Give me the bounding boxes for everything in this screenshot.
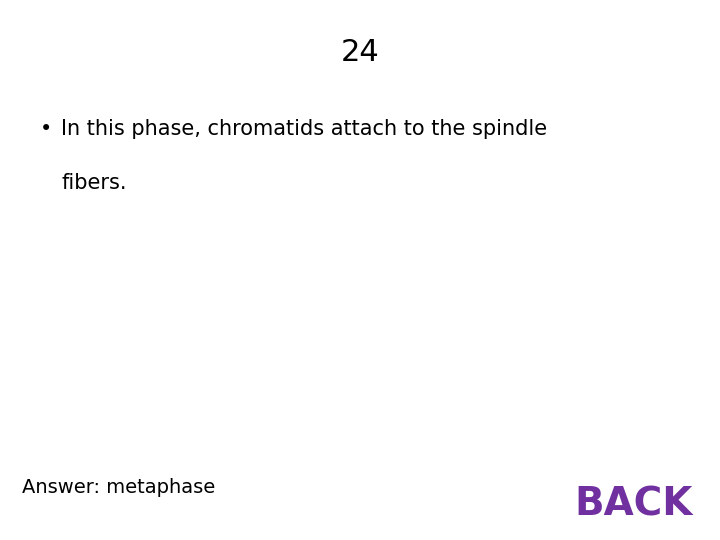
Text: BACK: BACK: [575, 486, 693, 524]
Text: 24: 24: [341, 38, 379, 67]
Text: •: •: [40, 119, 52, 139]
Text: Answer: metaphase: Answer: metaphase: [22, 478, 215, 497]
Text: fibers.: fibers.: [61, 173, 127, 193]
Text: In this phase, chromatids attach to the spindle: In this phase, chromatids attach to the …: [61, 119, 547, 139]
